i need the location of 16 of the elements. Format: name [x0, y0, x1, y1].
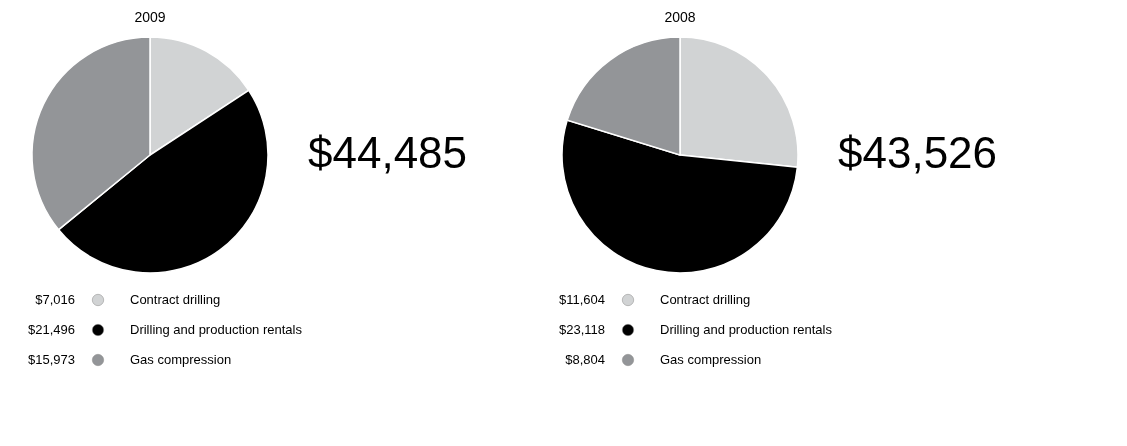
- data-label: $15,973: [28, 352, 75, 367]
- data-label: $11,604: [558, 292, 605, 307]
- text: $44,485: [308, 128, 468, 177]
- legend-label: Contract drilling: [660, 292, 751, 307]
- data-label: $21,496: [28, 322, 75, 337]
- legend-label: Contract drilling: [130, 292, 221, 307]
- data-label: $7,016: [35, 292, 75, 307]
- data-label: $23,118: [558, 322, 605, 337]
- legend-label: Gas compression: [660, 352, 762, 367]
- legend-label: Drilling and production rentals: [660, 322, 833, 337]
- legend-label: Drilling and production rentals: [130, 322, 303, 337]
- text: $43,526: [838, 128, 998, 177]
- legend-label: Gas compression: [130, 352, 232, 367]
- chart-title: 2008: [664, 9, 696, 25]
- data-label: $8,804: [565, 352, 605, 367]
- chart-title: 2009: [134, 9, 166, 25]
